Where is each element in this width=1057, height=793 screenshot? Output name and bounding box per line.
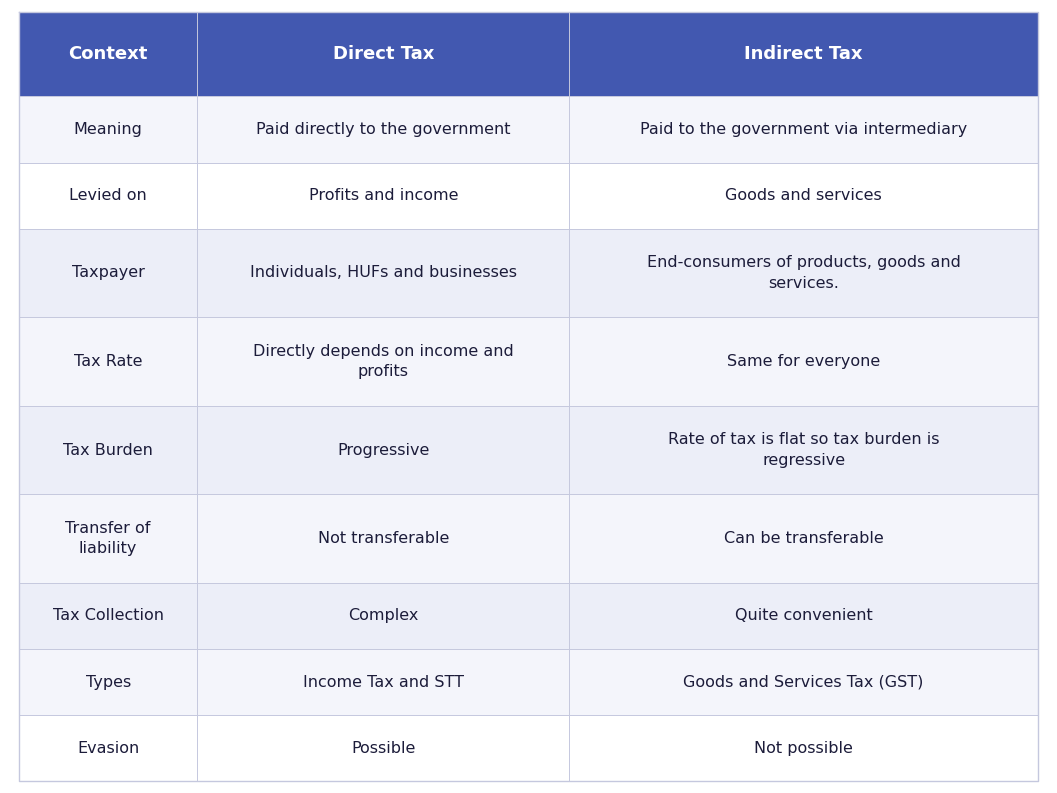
Bar [19, 494, 198, 583]
Bar [570, 228, 1038, 317]
Bar [570, 317, 1038, 406]
Bar [198, 12, 570, 97]
Bar [570, 97, 1038, 163]
Bar [570, 649, 1038, 715]
Bar [198, 97, 570, 163]
Text: Directly depends on income and
profits: Directly depends on income and profits [253, 343, 514, 379]
Bar [19, 406, 198, 494]
Text: Not possible: Not possible [755, 741, 853, 756]
Text: Transfer of
liability: Transfer of liability [66, 521, 151, 557]
Text: Levied on: Levied on [70, 188, 147, 203]
Text: End-consumers of products, goods and
services.: End-consumers of products, goods and ser… [647, 255, 961, 290]
Text: Tax Burden: Tax Burden [63, 442, 153, 458]
Bar [198, 715, 570, 781]
Bar [19, 12, 198, 97]
Text: Quite convenient: Quite convenient [735, 608, 872, 623]
Bar [570, 163, 1038, 228]
Text: Meaning: Meaning [74, 122, 143, 137]
Bar [198, 649, 570, 715]
Text: Possible: Possible [351, 741, 415, 756]
Text: Tax Collection: Tax Collection [53, 608, 164, 623]
Bar [198, 494, 570, 583]
Bar [19, 163, 198, 228]
Text: Paid directly to the government: Paid directly to the government [256, 122, 511, 137]
Bar [19, 97, 198, 163]
Text: Taxpayer: Taxpayer [72, 266, 145, 281]
Text: Not transferable: Not transferable [317, 531, 449, 546]
Text: Goods and services: Goods and services [725, 188, 882, 203]
Bar [19, 649, 198, 715]
Text: Direct Tax: Direct Tax [333, 45, 434, 63]
Text: Same for everyone: Same for everyone [727, 354, 880, 369]
Bar [570, 12, 1038, 97]
Bar [19, 715, 198, 781]
Bar [570, 494, 1038, 583]
Text: Profits and income: Profits and income [309, 188, 458, 203]
Bar [198, 228, 570, 317]
Bar [19, 228, 198, 317]
Text: Types: Types [86, 675, 131, 690]
Text: Paid to the government via intermediary: Paid to the government via intermediary [639, 122, 967, 137]
Bar [198, 583, 570, 649]
Text: Complex: Complex [348, 608, 419, 623]
Bar [19, 317, 198, 406]
Bar [198, 406, 570, 494]
Text: Income Tax and STT: Income Tax and STT [302, 675, 464, 690]
Text: Indirect Tax: Indirect Tax [744, 45, 863, 63]
Bar [570, 715, 1038, 781]
Bar [198, 163, 570, 228]
Bar [19, 583, 198, 649]
Text: Evasion: Evasion [77, 741, 140, 756]
Text: Context: Context [69, 45, 148, 63]
Bar [570, 583, 1038, 649]
Bar [570, 406, 1038, 494]
Text: Can be transferable: Can be transferable [724, 531, 884, 546]
Text: Rate of tax is flat so tax burden is
regressive: Rate of tax is flat so tax burden is reg… [668, 432, 940, 468]
Text: Progressive: Progressive [337, 442, 429, 458]
Text: Goods and Services Tax (GST): Goods and Services Tax (GST) [684, 675, 924, 690]
Text: Tax Rate: Tax Rate [74, 354, 143, 369]
Bar [198, 317, 570, 406]
Text: Individuals, HUFs and businesses: Individuals, HUFs and businesses [249, 266, 517, 281]
